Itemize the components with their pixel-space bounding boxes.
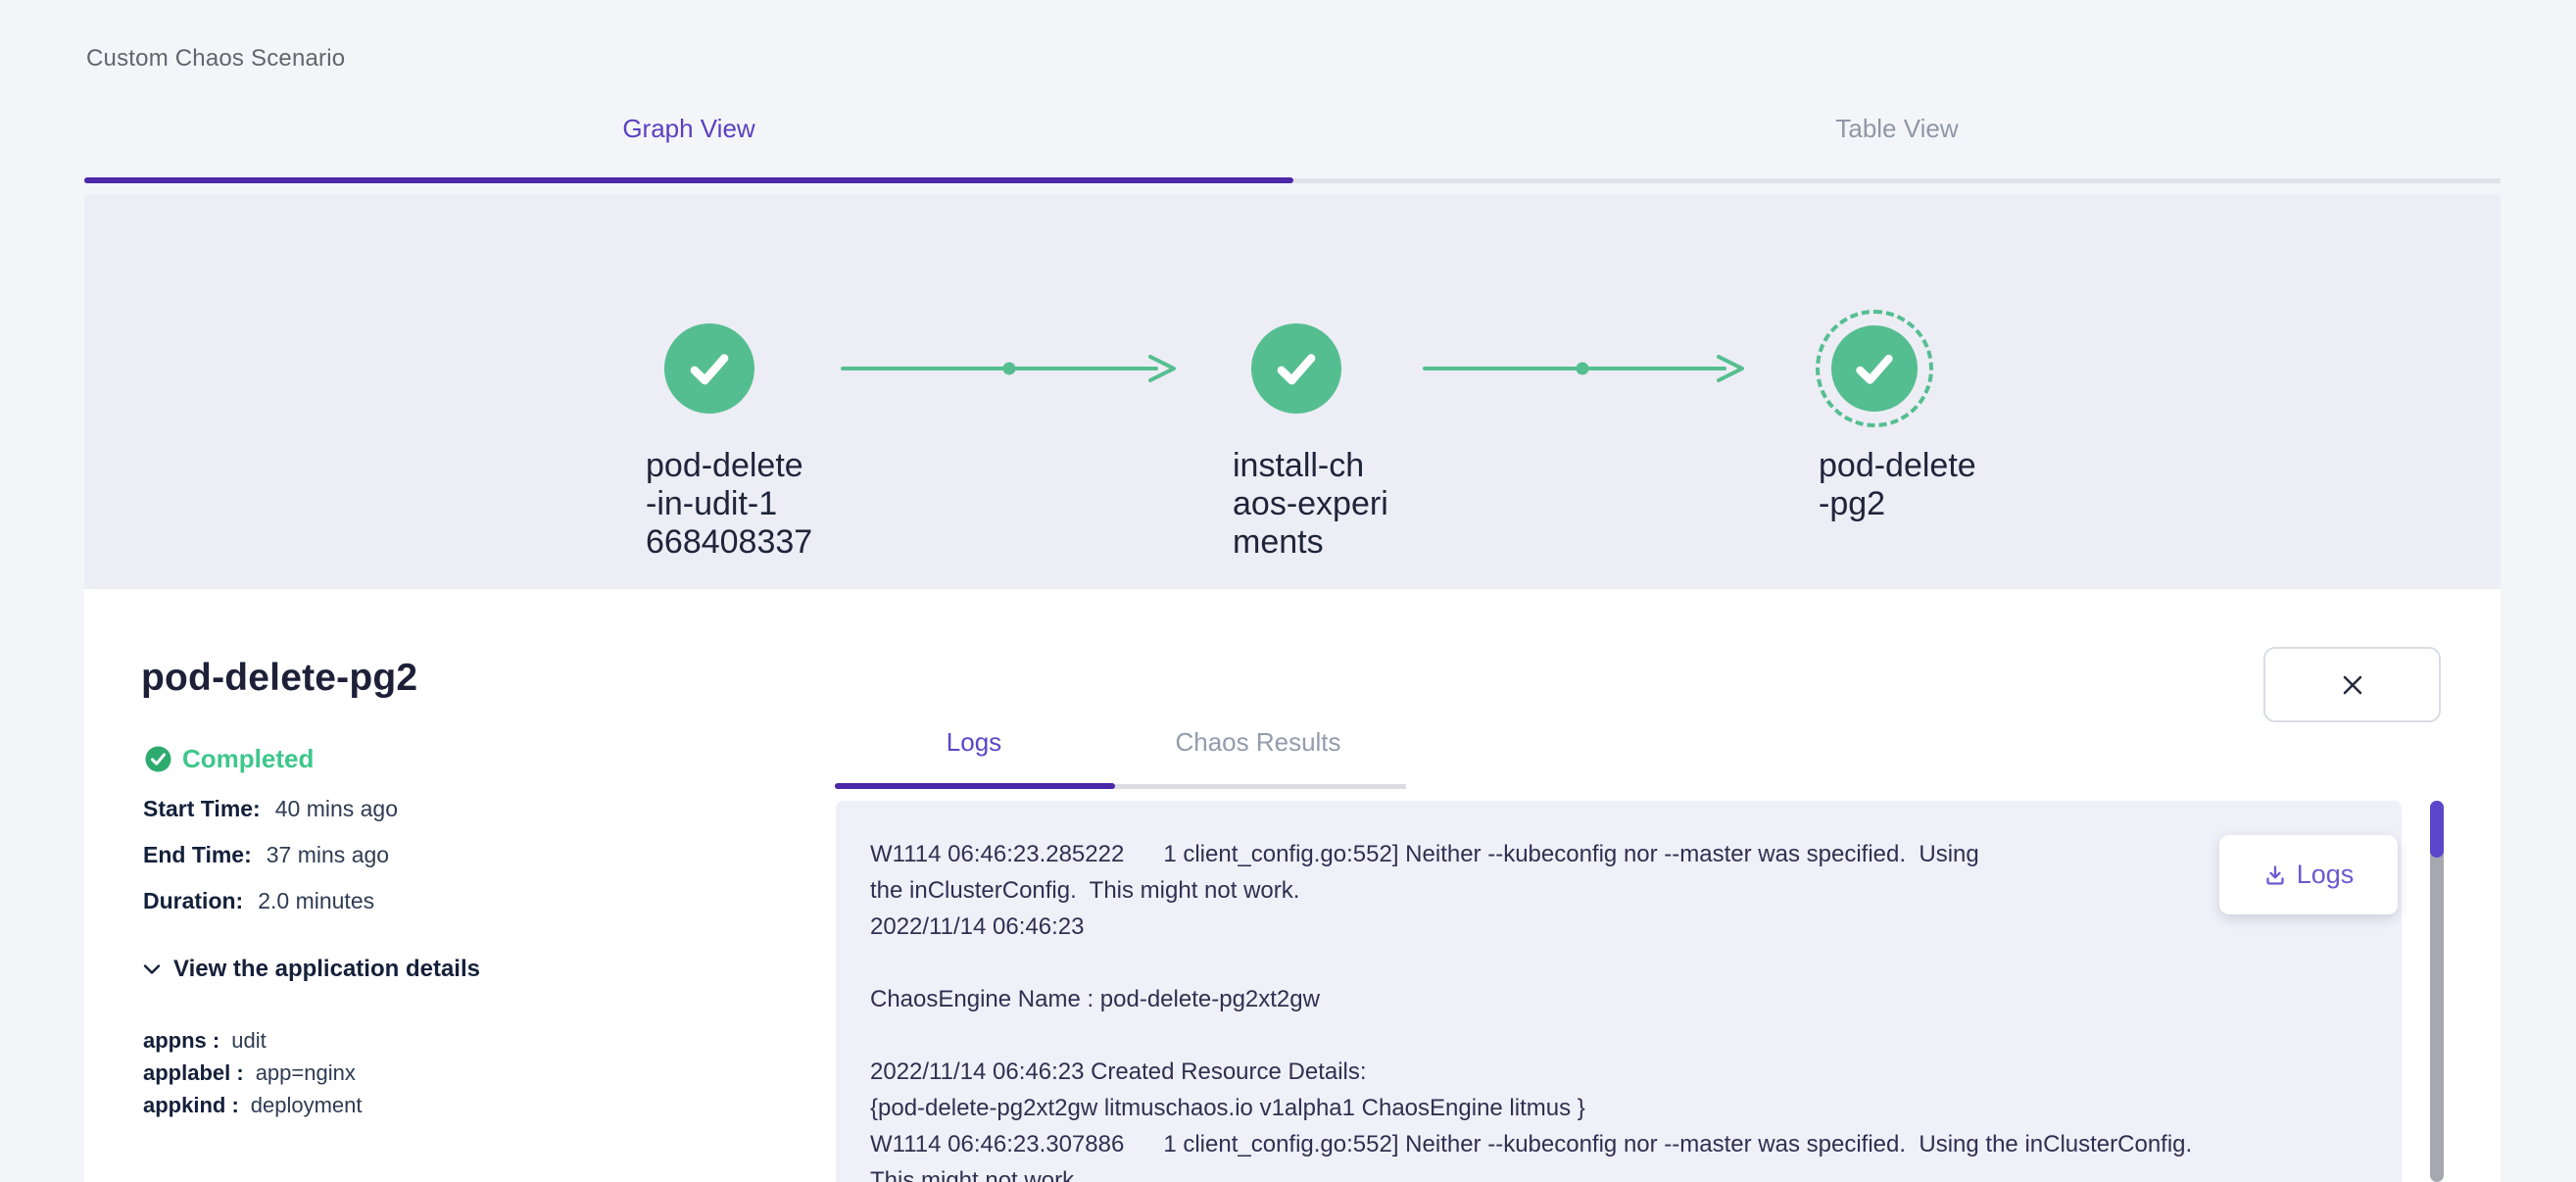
workflow-edge-arrow-icon	[1423, 355, 1744, 382]
chevron-down-icon	[143, 964, 161, 974]
duration-row: Duration: 2.0 minutes	[143, 888, 375, 913]
status-text: Completed	[182, 744, 315, 773]
log-line: ChaosEngine Name : pod-delete-pg2xt2gw	[870, 986, 1320, 1012]
tab-table-view-label: Table View	[1835, 114, 1959, 143]
close-details-button[interactable]	[2263, 647, 2441, 722]
log-line: the inClusterConfig. This might not work…	[870, 877, 1300, 904]
view-tabs-active-underline	[84, 177, 1293, 183]
application-details-toggle-label: View the application details	[173, 956, 480, 982]
log-lines: W1114 06:46:23.285222 1 client_config.go…	[870, 836, 2395, 1182]
node-label: pod-delete -in-udit-1 668408337	[646, 447, 813, 561]
tab-logs[interactable]: Logs	[946, 727, 1002, 757]
check-icon	[1856, 354, 1893, 384]
log-line: 2022/11/14 06:46:23 Created Resource Det…	[870, 1059, 1367, 1085]
workflow-edge-arrow-icon	[841, 355, 1176, 382]
check-circle-icon	[145, 746, 171, 772]
download-logs-label: Logs	[2296, 860, 2355, 889]
check-icon	[690, 354, 729, 385]
log-line	[870, 945, 2395, 981]
log-line	[870, 1017, 2395, 1054]
check-icon	[1277, 354, 1316, 385]
log-line: W1114 06:46:23.285222 1 client_config.go…	[870, 841, 1979, 867]
workflow-node-pod-delete-in-udit[interactable]	[664, 323, 754, 414]
tab-graph-view-label: Graph View	[622, 114, 755, 143]
tab-chaos-results[interactable]: Chaos Results	[1175, 727, 1341, 757]
log-line: 2022/11/14 06:46:23	[870, 913, 1085, 940]
log-scrollbar-track[interactable]	[2430, 801, 2444, 1182]
page-title: Custom Chaos Scenario	[86, 45, 346, 72]
logs-tabs-active-underline	[835, 783, 1115, 789]
node-label: install-ch aos-experi ments	[1233, 447, 1388, 561]
logs-tabs-underline-track	[835, 784, 1406, 789]
log-line: W1114 06:46:23.307886 1 client_config.go…	[870, 1131, 2193, 1157]
close-icon	[2343, 675, 2361, 694]
log-scrollbar-thumb[interactable]	[2430, 801, 2444, 858]
details-node-title: pod-delete-pg2	[141, 657, 418, 699]
workflow-node-pod-delete-pg2[interactable]	[1831, 325, 1918, 412]
status-badge: Completed	[145, 744, 314, 774]
selected-node-dashed-ring	[1816, 310, 1933, 427]
log-line: This might not work.	[870, 1167, 1081, 1182]
applabel-row: applabel : app=nginx	[143, 1060, 356, 1085]
node-label: pod-delete -pg2	[1819, 447, 1976, 522]
start-time-row: Start Time: 40 mins ago	[143, 796, 399, 821]
download-icon	[2266, 864, 2284, 885]
appkind-row: appkind : deployment	[143, 1093, 363, 1117]
log-line: {pod-delete-pg2xt2gw litmuschaos.io v1al…	[870, 1095, 1585, 1121]
download-logs-button[interactable]: Logs	[2219, 835, 2398, 914]
application-details-toggle[interactable]: View the application details	[143, 956, 480, 983]
end-time-row: End Time: 37 mins ago	[143, 842, 390, 867]
workflow-node-install-chaos-experiments[interactable]	[1251, 323, 1341, 414]
tab-table-view[interactable]: Table View	[1293, 114, 2501, 157]
tab-graph-view[interactable]: Graph View	[84, 114, 1293, 157]
log-output-panel[interactable]: W1114 06:46:23.285222 1 client_config.go…	[836, 801, 2402, 1182]
appns-row: appns : udit	[143, 1028, 267, 1053]
